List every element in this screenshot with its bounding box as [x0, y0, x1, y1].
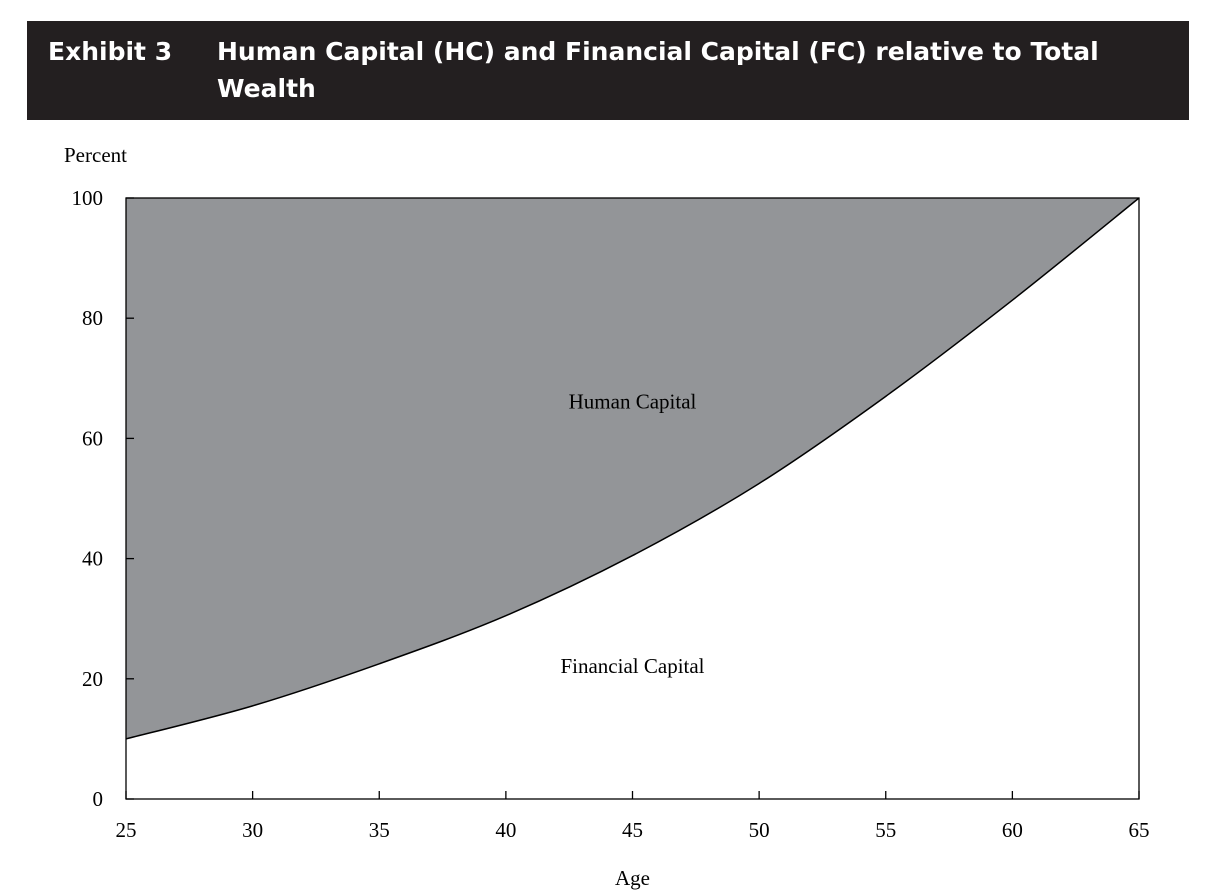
financial-capital-label: Financial Capital [560, 654, 704, 678]
x-tick-label: 25 [116, 818, 137, 842]
x-tick-label: 50 [749, 818, 770, 842]
x-tick-label: 45 [622, 818, 643, 842]
human-capital-label: Human Capital [569, 389, 697, 413]
y-tick-label: 0 [93, 787, 104, 811]
y-tick-label: 20 [82, 667, 103, 691]
x-tick-label: 30 [242, 818, 263, 842]
x-tick-label: 40 [495, 818, 516, 842]
y-tick-label: 40 [82, 547, 103, 571]
financial-capital-boundary-line [125, 197, 1140, 740]
y-tick-label: 100 [72, 186, 104, 210]
y-tick-label: 60 [82, 426, 103, 450]
tick-marks [125, 197, 1140, 800]
chart-title: Human Capital (HC) and Financial Capital… [217, 37, 1099, 103]
x-tick-label: 55 [875, 818, 896, 842]
exhibit-number: Exhibit 3 [48, 37, 173, 66]
human-capital-area [126, 198, 1139, 739]
tick-labels: 25 30 35 40 45 50 55 60 65 0 20 40 60 80 100 [72, 186, 1150, 842]
x-tick-label: 60 [1002, 818, 1023, 842]
exhibit-header: Exhibit 3 Human Capital (HC) and Financi… [27, 21, 1189, 120]
x-tick-label: 65 [1129, 818, 1150, 842]
y-axis-label: Percent [64, 143, 127, 167]
x-tick-label: 35 [369, 818, 390, 842]
x-axis-label: Age [615, 866, 650, 890]
y-tick-label: 80 [82, 306, 103, 330]
